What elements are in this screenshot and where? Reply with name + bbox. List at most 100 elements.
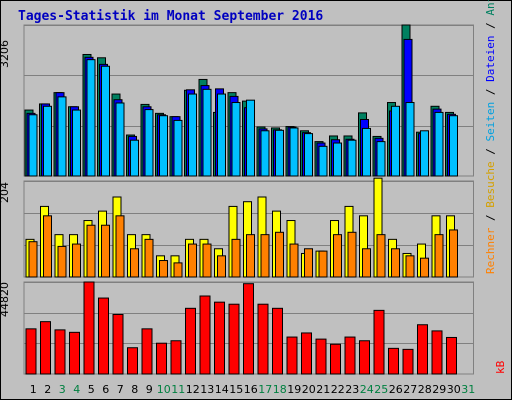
legend-seiten: Seiten	[484, 102, 497, 142]
bar-kb-day-19	[286, 336, 298, 375]
legend-kb: kB	[494, 360, 507, 374]
bar-seiten-day-8	[130, 139, 139, 177]
bar-kb-day-29	[431, 330, 443, 375]
bar-seiten-day-15	[231, 102, 241, 177]
legend-anfragen: Anfragen	[484, 0, 497, 16]
x-tick-label-day-17: 17	[258, 383, 272, 396]
x-tick-label-day-9: 9	[146, 383, 153, 396]
bar-kb-day-10	[156, 342, 167, 375]
bar-rechner-day-23	[347, 231, 357, 278]
x-tick-label-day-26: 26	[389, 383, 403, 396]
bar-seiten-day-29	[434, 111, 444, 177]
bar-seiten-day-11	[173, 119, 183, 177]
bar-kb-day-6	[98, 297, 109, 375]
legend-separator: /	[484, 22, 497, 29]
x-tick-label-day-25: 25	[374, 383, 388, 396]
x-tick-label-day-3: 3	[59, 383, 66, 396]
bar-rechner-day-12	[188, 243, 197, 278]
bar-rechner-day-13	[202, 243, 212, 278]
bar-rechner-day-30	[449, 229, 458, 278]
bar-rechner-day-21	[318, 250, 328, 278]
bar-rechner-day-27	[405, 255, 415, 278]
x-tick-label-day-30: 30	[447, 383, 461, 396]
bar-rechner-day-4	[72, 243, 81, 278]
x-tick-label-day-27: 27	[403, 383, 417, 396]
bar-kb-day-26	[388, 347, 399, 375]
bar-kb-day-15	[228, 303, 240, 375]
x-tick-label-day-18: 18	[273, 383, 287, 396]
bar-kb-day-4	[69, 331, 80, 375]
x-tick-label-day-28: 28	[418, 383, 432, 396]
x-tick-label-day-15: 15	[229, 383, 243, 396]
x-tick-label-day-8: 8	[131, 383, 138, 396]
bar-rechner-day-7	[115, 215, 125, 278]
bar-kb-day-23	[344, 336, 356, 375]
bar-seiten-day-14	[217, 93, 226, 177]
bar-kb-day-30	[446, 336, 457, 375]
bar-seiten-day-18	[275, 129, 284, 177]
bar-rechner-day-25	[376, 234, 386, 278]
bar-kb-day-18	[272, 307, 283, 375]
bar-seiten-day-17	[260, 130, 270, 177]
x-tick-label-day-12: 12	[186, 383, 200, 396]
bar-rechner-day-16	[246, 234, 255, 278]
bar-seiten-day-27	[405, 102, 415, 177]
x-tick-label-day-24: 24	[360, 383, 374, 396]
bar-kb-day-20	[301, 332, 312, 375]
bar-kb-day-27	[402, 348, 414, 375]
bar-kb-day-8	[127, 347, 138, 375]
legend-dateien: Dateien	[484, 36, 497, 82]
bar-rechner-day-5	[86, 224, 96, 278]
x-tick-label-day-2: 2	[44, 383, 51, 396]
x-tick-label-day-23: 23	[345, 383, 359, 396]
x-tick-label-day-5: 5	[88, 383, 95, 396]
bar-seiten-day-25	[376, 141, 386, 177]
bar-seiten-day-26	[391, 105, 400, 177]
bar-rechner-day-3	[57, 245, 67, 278]
x-tick-label-day-19: 19	[287, 383, 301, 396]
bar-kb-day-3	[54, 329, 66, 375]
bar-seiten-day-19	[289, 127, 299, 177]
bar-kb-day-7	[112, 313, 124, 375]
bar-kb-day-24	[359, 340, 370, 375]
bar-rechner-day-17	[260, 234, 270, 278]
x-tick-label-day-31: 31	[461, 383, 475, 396]
bar-kb-day-17	[257, 303, 269, 375]
legend-rechner: Rechner	[484, 227, 497, 274]
bar-seiten-day-21	[318, 145, 328, 177]
bar-seiten-day-20	[304, 133, 313, 177]
bar-rechner-day-18	[275, 231, 284, 278]
bar-seiten-day-23	[347, 139, 357, 177]
x-tick-label-day-11: 11	[171, 383, 185, 396]
bar-rechner-day-9	[144, 238, 154, 278]
bar-seiten-day-13	[202, 88, 212, 177]
bar-seiten-day-2	[43, 105, 52, 177]
chart-title: Tages-Statistik im Monat September 2016	[18, 9, 323, 24]
x-tick-label-day-22: 22	[331, 383, 345, 396]
legend-separator: /	[484, 89, 497, 96]
x-tick-label-day-14: 14	[215, 383, 229, 396]
bar-kb-day-21	[315, 338, 327, 375]
bar-rechner-day-11	[173, 262, 183, 278]
bar-seiten-day-22	[333, 142, 342, 177]
bar-seiten-day-30	[449, 115, 458, 177]
bar-seiten-day-10	[159, 115, 168, 177]
bar-kb-day-16	[243, 283, 254, 375]
x-tick-label-day-20: 20	[302, 383, 316, 396]
legend-separator: /	[484, 148, 497, 155]
bar-seiten-day-16	[246, 99, 255, 177]
bar-kb-day-2	[40, 321, 51, 375]
bar-seiten-day-5	[86, 59, 96, 177]
legend-besuche: Besuche	[484, 161, 497, 207]
bar-rechner-day-1	[28, 241, 38, 278]
scale-label-middle: 204	[0, 182, 11, 203]
bar-seiten-day-3	[57, 96, 67, 177]
x-tick-label-day-29: 29	[432, 383, 446, 396]
x-tick-label-day-13: 13	[200, 383, 214, 396]
bar-rechner-day-10	[159, 260, 168, 278]
bar-seiten-day-6	[101, 65, 110, 177]
bar-rechner-day-15	[231, 238, 241, 278]
bar-seiten-day-28	[420, 130, 429, 177]
bar-seiten-day-7	[115, 102, 125, 177]
